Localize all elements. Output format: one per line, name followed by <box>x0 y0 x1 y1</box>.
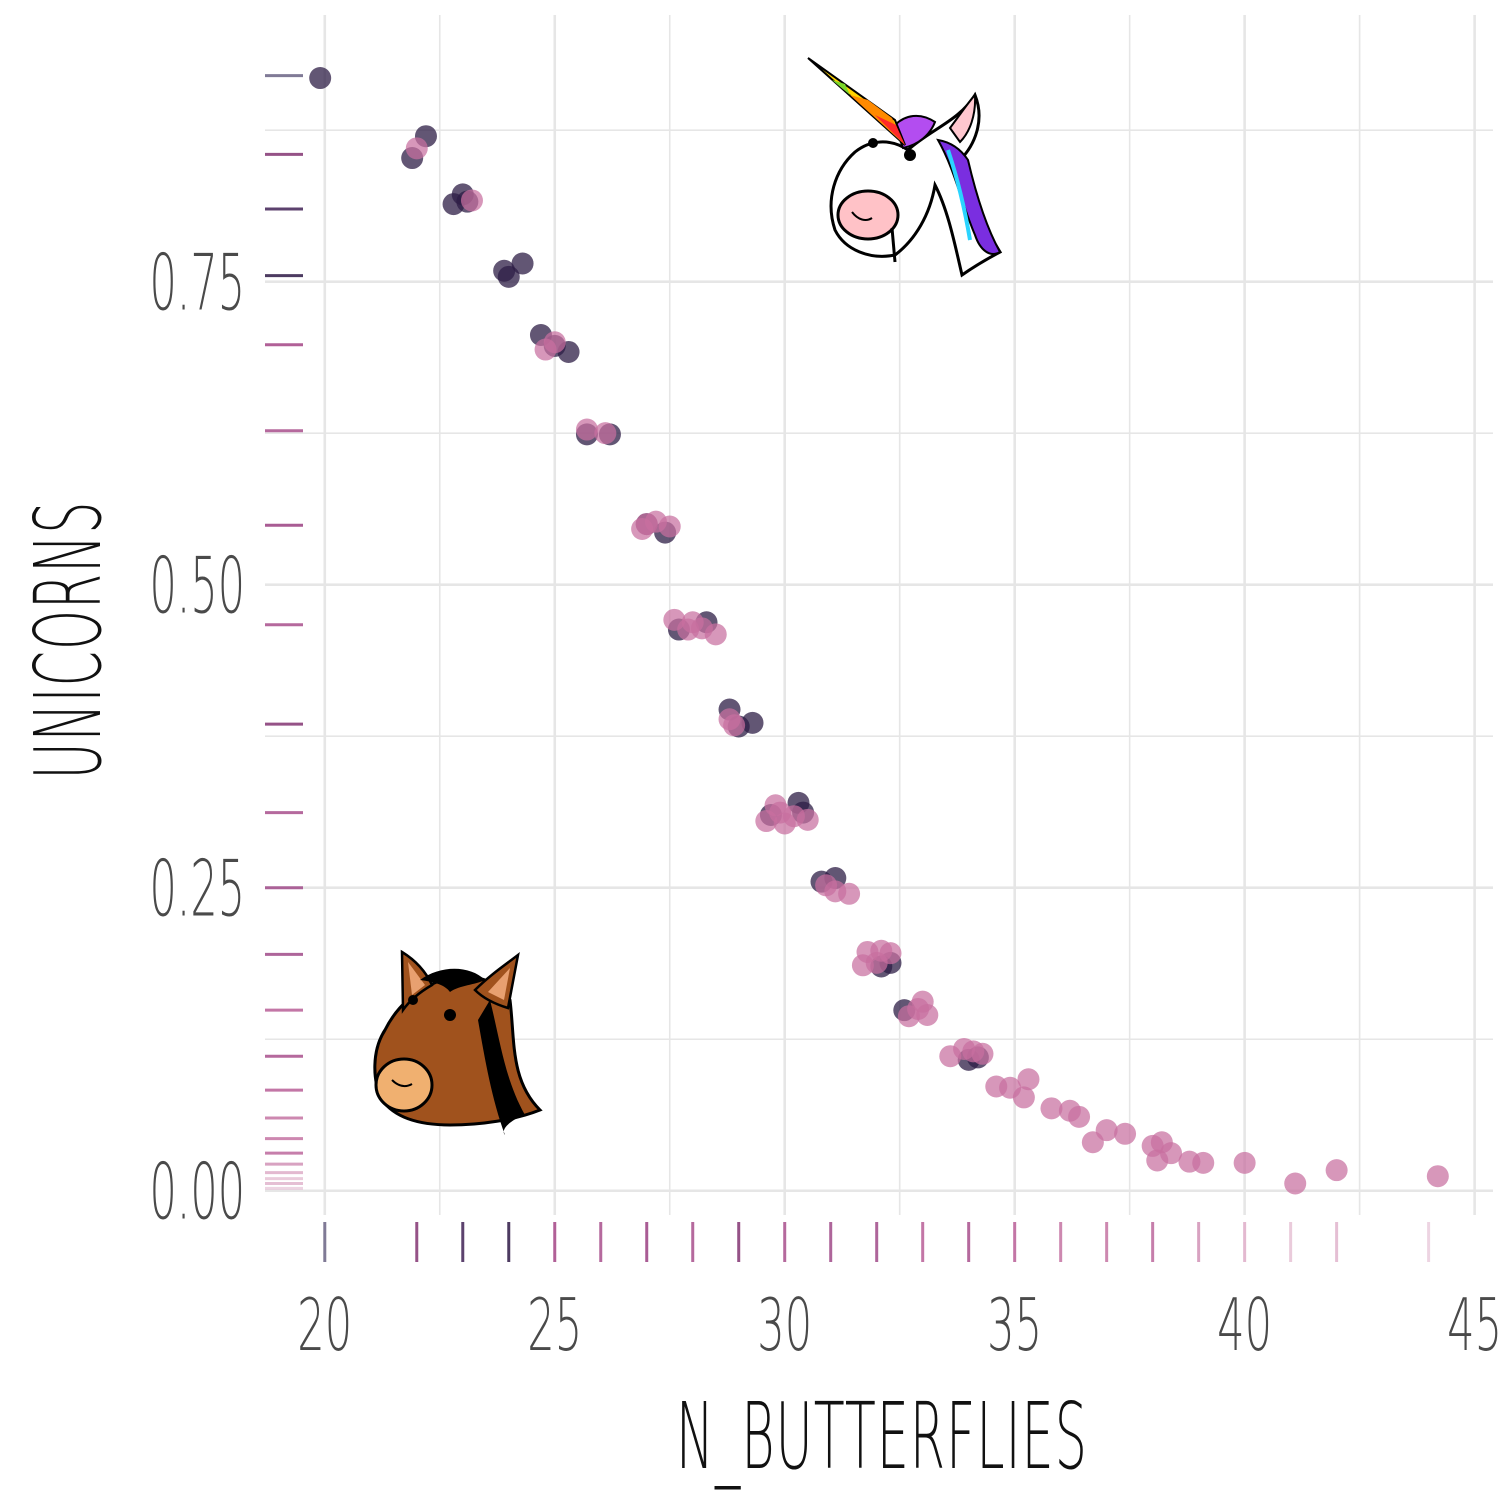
data-point-pink <box>543 331 566 354</box>
y-tick-label: 0.75 <box>149 238 245 328</box>
data-point-dark <box>309 67 332 90</box>
x-tick-label: 35 <box>987 1285 1042 1369</box>
data-point-pink <box>865 951 888 974</box>
data-point-pink <box>1040 1097 1063 1120</box>
data-point-dark <box>497 265 520 288</box>
y-tick-label: 0.50 <box>149 541 245 631</box>
unicorn-illustration <box>807 57 1003 278</box>
axis-labels: 20 25 30 35 40 45 0.00 0.25 0.50 0.75 <box>149 238 1502 1368</box>
y-tick-label: 0.25 <box>149 844 245 934</box>
data-point-pink <box>1284 1172 1307 1195</box>
x-tick-label: 25 <box>527 1285 582 1369</box>
data-point-pink <box>1068 1105 1091 1128</box>
data-point-pink <box>1192 1151 1215 1174</box>
data-point-pink <box>1426 1165 1449 1188</box>
horse-illustration <box>373 949 543 1135</box>
data-point-pink <box>1146 1149 1169 1172</box>
data-point-pink <box>1017 1068 1040 1091</box>
x-tick-label: 45 <box>1447 1285 1502 1369</box>
data-point-dark <box>741 711 764 734</box>
rug-marks <box>265 74 1431 1262</box>
data-point-pink <box>1233 1151 1256 1174</box>
x-tick-label: 30 <box>757 1285 812 1369</box>
data-point-pink <box>704 623 727 646</box>
data-point-pink <box>405 137 428 160</box>
data-point-pink <box>796 808 819 831</box>
data-point-pink <box>1114 1122 1137 1145</box>
data-point-pink <box>1325 1159 1348 1182</box>
data-point-pink <box>773 812 796 835</box>
data-point-pink <box>838 882 861 905</box>
data-point-pink <box>658 515 681 538</box>
data-point-pink <box>575 418 598 441</box>
data-point-pink <box>635 513 658 536</box>
x-axis-title: N_BUTTERFLIES <box>676 1382 1088 1490</box>
x-tick-label: 40 <box>1217 1285 1272 1369</box>
data-point-pink <box>971 1042 994 1065</box>
x-tick-label: 20 <box>297 1285 352 1369</box>
data-point-dark <box>511 252 534 275</box>
data-point-pink <box>723 714 746 737</box>
data-point-pink <box>1095 1119 1118 1142</box>
data-point-pink <box>1012 1086 1035 1109</box>
y-axis-title: UNICORNS <box>14 501 122 780</box>
data-point-pink <box>460 189 483 212</box>
data-point-pink <box>911 990 934 1013</box>
data-points <box>309 67 1449 1195</box>
y-tick-label: 0.00 <box>149 1147 245 1237</box>
data-point-pink <box>764 794 787 817</box>
data-point-pink <box>594 422 617 445</box>
